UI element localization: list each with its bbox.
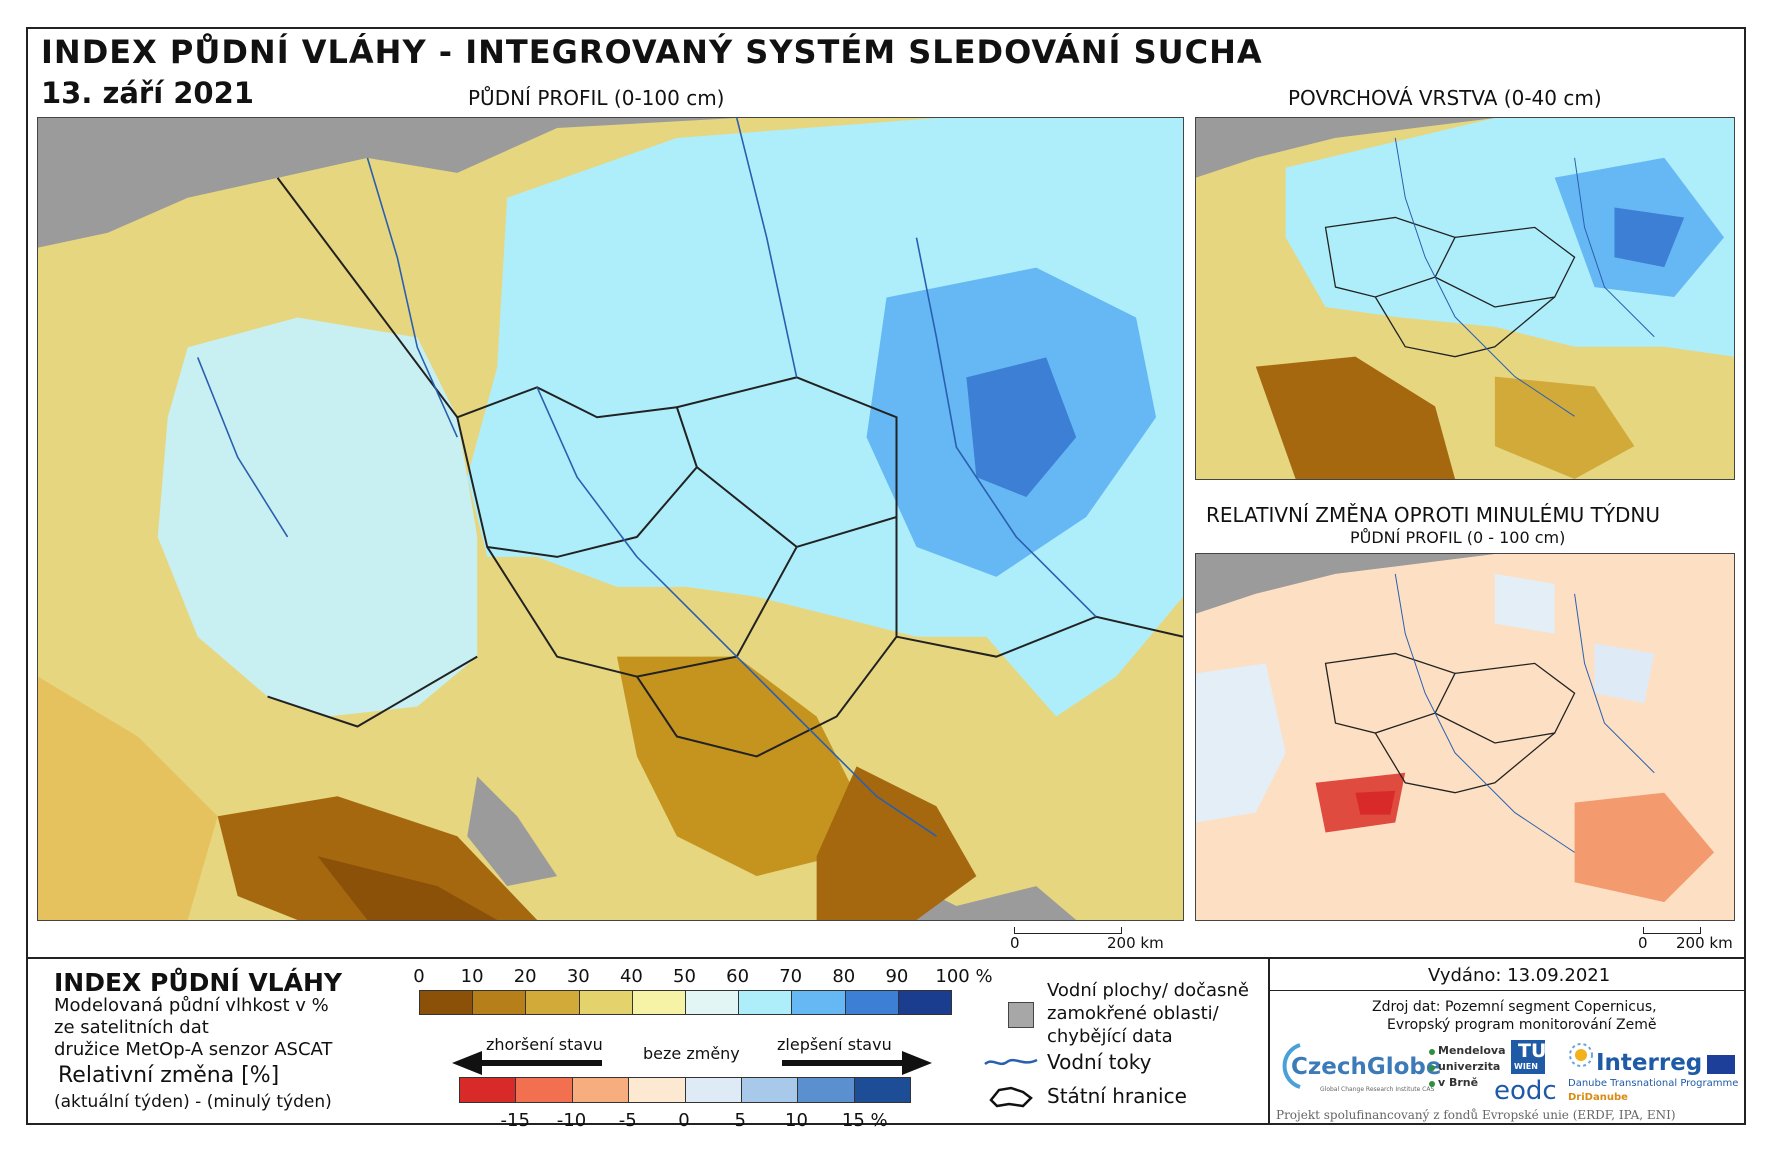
eodc-logo: eodc [1494,1076,1557,1106]
change-ramp-cell [684,1078,741,1102]
change-scalebar-zero: 0 [1638,934,1648,952]
change-ramp-cell [515,1078,572,1102]
index-tick-label: 80 [832,966,856,987]
index-tick-label: 50 [673,966,696,987]
change-ramp-cell [853,1078,910,1102]
index-tick-label: 40 [619,966,643,987]
change-tick-label: -15 [500,1110,530,1131]
change-tick-label: -10 [556,1110,587,1131]
page-title: INDEX PŮDNÍ VLÁHY - INTEGROVANÝ SYSTÉM S… [41,33,1263,71]
change-color-ramp [459,1077,911,1103]
index-ramp-cell [420,991,473,1014]
index-tick-label: 70 [779,966,803,987]
source-line-2: Evropský program monitorování Země [1387,1017,1657,1033]
change-tick-label: 15 % [841,1110,888,1131]
index-tick-label: 100 % [935,966,993,987]
index-tick-label: 10 [460,966,484,987]
index-ramp-cell [578,991,632,1014]
change-ramp-cell [571,1078,629,1102]
czechglobe-arc-icon [1282,1043,1301,1089]
index-ramp-cell [738,991,792,1014]
worse-arrow-icon [452,1051,602,1075]
interreg-name: Interreg [1596,1050,1703,1076]
better-arrow-icon [782,1051,932,1075]
worse-label: zhoršení stavu [486,1035,603,1054]
legend-panel [26,957,1746,1125]
change-ramp-cell [740,1078,798,1102]
main-scalebar-zero: 0 [1010,934,1020,952]
change-tick-label: 5 [734,1110,746,1131]
change-map-subtitle: RELATIVNÍ ZMĚNA OPROTI MINULÉMU TÝDNU [1206,503,1661,527]
index-ramp-cell [791,991,845,1014]
index-legend-desc-1: Modelovaná půdní vlhkost v % [54,995,329,1016]
index-tick-label: 0 [413,966,425,987]
index-ramp-cell [525,991,579,1014]
index-ramp-cell [685,991,739,1014]
borders-label: Státní hranice [1047,1084,1187,1108]
main-soil-moisture-map [37,117,1184,921]
index-color-ramp [419,990,952,1015]
issued-date: Vydáno: 13.09.2021 [1428,965,1611,986]
change-tick-label: 10 [785,1110,808,1131]
change-map-subtitle-2: PŮDNÍ PROFIL (0 - 100 cm) [1350,528,1566,547]
mendelu-line-1: Mendelova [1438,1044,1506,1057]
index-ramp-cell [844,991,898,1014]
border-outline-icon [989,1086,1033,1108]
index-ramp-cell [472,991,526,1014]
legend-divider [1268,957,1270,1125]
change-legend-desc: (aktuální týden) - (minulý týden) [54,1092,332,1112]
change-legend-title: Relativní změna [%] [58,1063,280,1088]
tuwien-text: TU [1518,1040,1547,1062]
interreg-subtitle: Danube Transnational Programme [1568,1078,1739,1089]
surface-layer-map [1195,117,1735,480]
project-funding-note: Projekt spolufinancovaný z fondů Evropsk… [1276,1108,1676,1122]
czechglobe-subtitle: Global Change Research Institute CAS [1320,1086,1435,1093]
relative-change-map [1195,553,1735,921]
change-ramp-cell [460,1078,516,1102]
mendelu-line-2: univerzita [1438,1060,1501,1073]
change-arrows [452,1051,932,1075]
index-ramp-cell [897,991,952,1014]
eu-flag-icon [1707,1055,1735,1074]
main-map-subtitle: PŮDNÍ PROFIL (0-100 cm) [468,86,725,110]
water-label-1: Vodní plochy/ dočasně [1047,980,1249,1001]
index-ramp-cell [631,991,686,1014]
tuwien-subtext: WIEN [1514,1062,1538,1071]
date-label: 13. září 2021 [41,76,254,110]
surface-map-subtitle: POVRCHOVÁ VRSTVA (0-40 cm) [1288,86,1602,110]
index-tick-label: 30 [566,966,590,987]
footer-divider [1268,990,1746,991]
mendelu-line-3: v Brně [1438,1076,1479,1089]
index-tick-label: 20 [513,966,537,987]
water-label-3: chybějící data [1047,1026,1173,1047]
water-label-2: zamokřené oblasti/ [1047,1003,1219,1024]
rivers-label: Vodní toky [1047,1050,1152,1074]
change-ramp-cell [797,1078,854,1102]
change-tick-label: -5 [618,1110,637,1131]
index-tick-label: 90 [885,966,909,987]
change-scalebar-distance: 200 km [1676,934,1733,952]
change-ramp-cell [628,1078,685,1102]
no-change-label: beze změny [643,1044,740,1063]
main-scalebar-distance: 200 km [1107,934,1164,952]
change-tick-label: 0 [678,1110,690,1131]
index-legend-desc-2: ze satelitních dat [54,1017,209,1038]
river-line-icon [984,1058,1038,1066]
index-legend-desc-3: družice MetOp-A senzor ASCAT [54,1039,333,1060]
better-label: zlepšení stavu [777,1035,892,1054]
water-swatch [1008,1002,1034,1028]
index-tick-label: 60 [726,966,750,987]
czechglobe-name: CzechGlobe [1291,1054,1442,1080]
source-line-1: Zdroj dat: Pozemní segment Copernicus, [1372,999,1657,1015]
index-legend-title: INDEX PŮDNÍ VLÁHY [54,968,342,997]
dridanube-label: DriDanube [1568,1092,1628,1103]
interreg-sun-icon [1569,1043,1593,1067]
